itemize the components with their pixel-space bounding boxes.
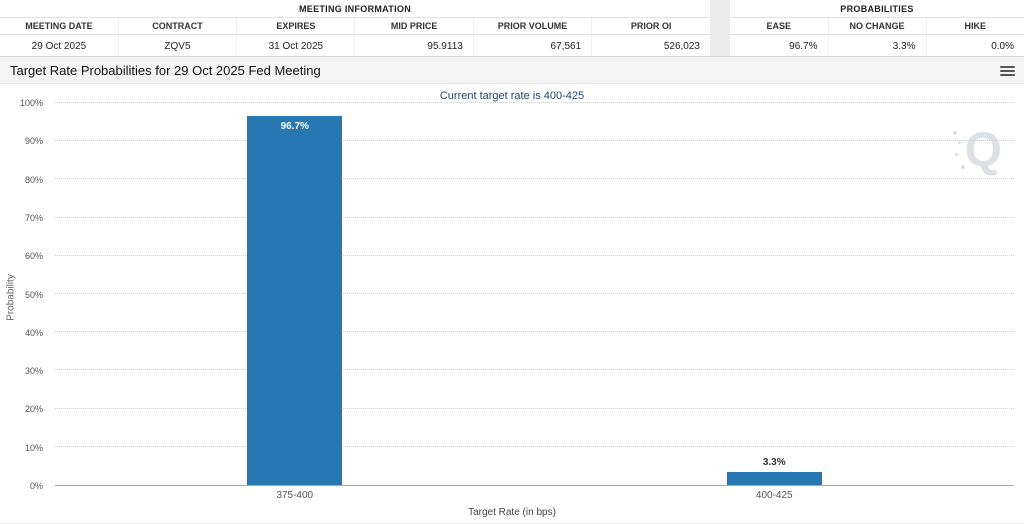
watermark-dot (957, 141, 961, 144)
x-axis-category-label: 400-425 (755, 490, 793, 501)
probabilities-header-row: EASE NO CHANGE HIKE (730, 17, 1024, 35)
col-contract: CONTRACT (117, 17, 237, 35)
y-axis-labels: 0% 10% 20% 30% 40% 50% 60% 70% 80% 90% 100% (0, 98, 49, 491)
col-ease: EASE (730, 17, 828, 35)
meeting-information-header-row: MEETING DATE CONTRACT EXPIRES MID PRICE … (0, 17, 710, 35)
x-axis-category-label: 375-400 (276, 490, 314, 501)
gridline (55, 293, 1014, 294)
gridline (55, 140, 1014, 142)
value-hike: 0.0% (925, 34, 1024, 56)
bar-data-label: 3.3% (762, 457, 786, 469)
watermark-dot (954, 153, 958, 156)
meeting-information-table: MEETING INFORMATION MEETING DATE CONTRAC… (0, 0, 710, 56)
y-axis-tick-label: 0% (29, 481, 43, 491)
y-axis-tick-label: 40% (24, 327, 43, 338)
y-axis-tick-label: 50% (24, 289, 43, 300)
y-axis-tick-label: 30% (24, 366, 43, 377)
chart-header: Target Rate Probabilities for 29 Oct 202… (0, 57, 1024, 84)
probabilities-table: PROBABILITIES EASE NO CHANGE HIKE 96.7% … (730, 0, 1024, 56)
probability-bar-chart: Current target rate is 400-425 Probabili… (0, 84, 1024, 523)
col-prior-oi: PRIOR OI (591, 17, 710, 35)
y-axis-tick-label: 70% (24, 212, 43, 223)
watermark-dot (960, 165, 965, 169)
hamburger-menu-icon[interactable] (999, 63, 1016, 78)
gridline (55, 369, 1014, 371)
col-prior-volume: PRIOR VOLUME (472, 17, 592, 35)
probabilities-title: PROBABILITIES (730, 0, 1024, 18)
value-no-change: 3.3% (827, 34, 926, 56)
col-mid-price: MID PRICE (354, 17, 474, 35)
col-hike: HIKE (925, 17, 1024, 35)
chart-subtitle: Current target rate is 400-425 (439, 90, 585, 102)
value-expires: 31 Oct 2025 (236, 34, 355, 56)
gridline (55, 216, 1014, 218)
gridline (55, 445, 1014, 447)
y-axis-tick-label: 80% (24, 174, 43, 185)
value-prior-oi: 526,023 (591, 34, 710, 56)
x-axis-title: Target Rate (in bps) (468, 507, 556, 518)
value-mid-price: 95.9113 (354, 34, 474, 56)
quikstrike-logo-watermark: Q (952, 127, 1002, 175)
meeting-information-title: MEETING INFORMATION (0, 0, 710, 18)
value-contract: ZQV5 (117, 34, 237, 56)
col-no-change: NO CHANGE (827, 17, 926, 35)
y-axis-tick-label: 10% (24, 442, 43, 453)
y-axis-tick-label: 20% (24, 404, 43, 415)
top-tables: MEETING INFORMATION MEETING DATE CONTRAC… (0, 0, 1024, 57)
meeting-information-value-row: 29 Oct 2025 ZQV5 31 Oct 2025 95.9113 67,… (0, 34, 710, 56)
gridline (55, 407, 1014, 409)
y-axis-tick-label: 90% (24, 136, 43, 147)
gridline (55, 178, 1014, 180)
value-prior-volume: 67,561 (472, 34, 592, 56)
bar-data-label: 96.7% (280, 120, 309, 132)
col-expires: EXPIRES (236, 17, 355, 35)
col-meeting-date: MEETING DATE (0, 17, 119, 35)
y-axis-tick-label: 60% (24, 251, 43, 262)
value-ease: 96.7% (789, 40, 818, 52)
gridline (55, 102, 1014, 103)
y-axis-tick-label: 100% (19, 98, 43, 108)
plot-area: Q 96.7% 3.3% (55, 102, 1014, 486)
bar-375-400[interactable] (247, 115, 343, 485)
chart-title: Target Rate Probabilities for 29 Oct 202… (10, 62, 321, 78)
gridline (55, 254, 1014, 256)
watermark-dot (952, 131, 957, 135)
bar-400-425[interactable] (726, 472, 822, 485)
probabilities-value-row: 96.7% 3.3% 0.0% (730, 34, 1024, 56)
value-meeting-date: 29 Oct 2025 (31, 40, 87, 52)
x-axis-labels: 375-400 400-425 (55, 490, 1014, 502)
gridline (55, 331, 1014, 333)
